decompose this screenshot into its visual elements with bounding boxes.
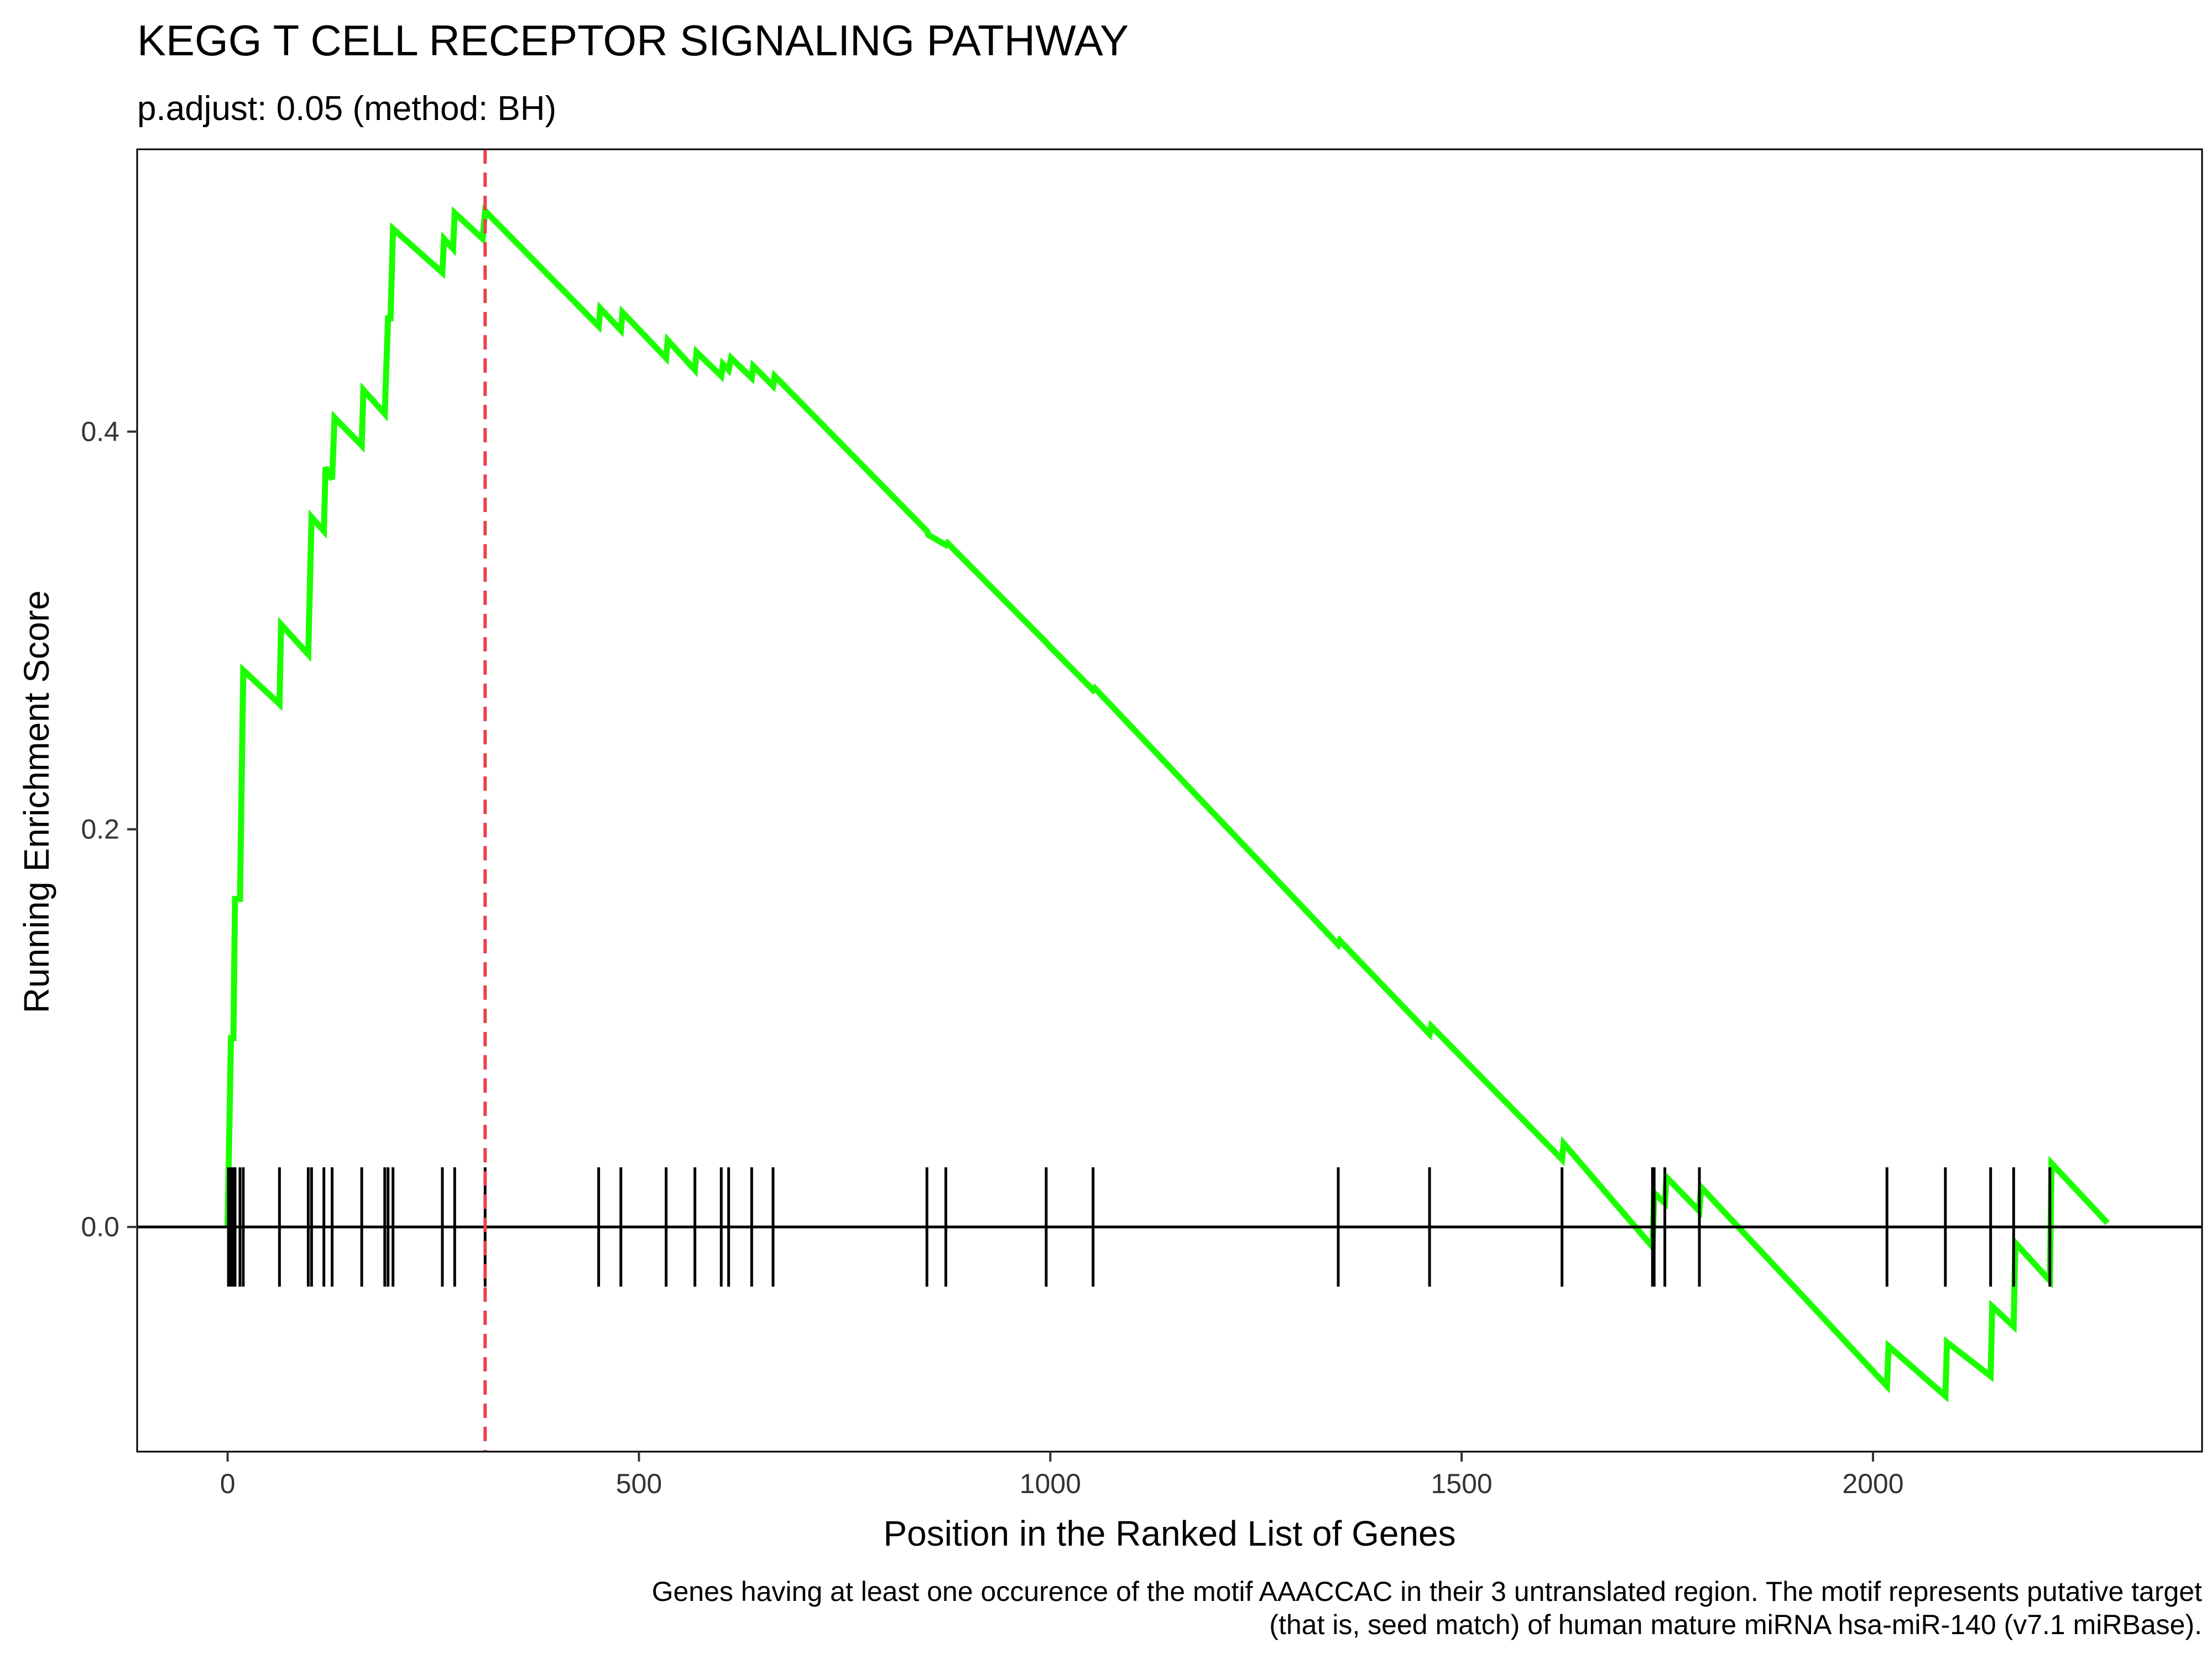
panel-border xyxy=(136,148,2203,1453)
x-tick-label: 1000 xyxy=(1020,1468,1081,1499)
chart-subtitle: p.adjust: 0.05 (method: BH) xyxy=(137,90,556,128)
caption-line-2: (that is, seed match) of human mature mi… xyxy=(1269,1609,2202,1640)
x-tick-label: 2000 xyxy=(1842,1468,1903,1499)
x-tick-label: 1500 xyxy=(1431,1468,1492,1499)
y-tick-label: 0.2 xyxy=(81,814,119,845)
x-axis-title: Position in the Ranked List of Genes xyxy=(883,1514,1455,1553)
y-axis-title: Running Enrichment Score xyxy=(17,591,56,1014)
caption-line-1: Genes having at least one occurence of t… xyxy=(652,1576,2203,1607)
y-tick-label: 0.0 xyxy=(81,1212,119,1243)
plot-area: 0 500 1000 1500 2000 0.0 0.2 0.4 xyxy=(81,148,2203,1499)
enrichment-score-line xyxy=(225,204,2110,1403)
y-tick-label: 0.4 xyxy=(81,416,119,447)
x-tick-label: 0 xyxy=(220,1468,236,1499)
chart-title: KEGG T CELL RECEPTOR SIGNALING PATHWAY xyxy=(137,16,1129,65)
x-tick-label: 500 xyxy=(616,1468,662,1499)
